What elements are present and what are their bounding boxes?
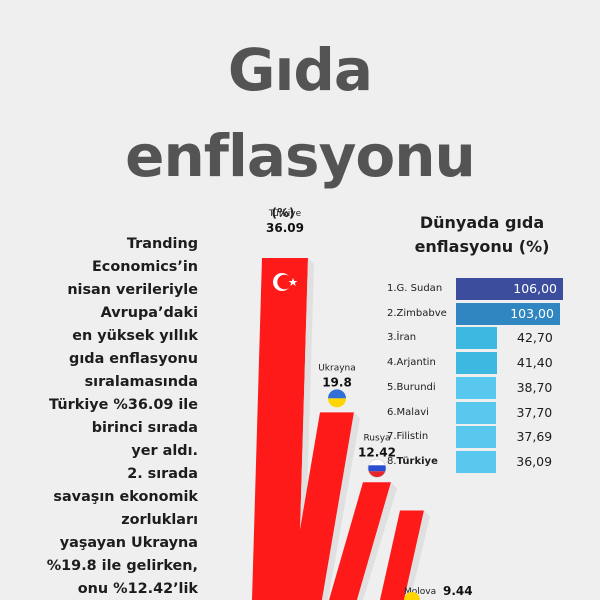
ranking-bar: 41,40 xyxy=(456,352,553,375)
paragraph-line: Türkiye %36.09 ile xyxy=(48,397,198,413)
ranking-bar: 38,70 xyxy=(456,376,552,399)
country-value-label: 19.8 xyxy=(322,375,352,389)
ranking-row: 6.Malavi 37,70 xyxy=(383,401,583,424)
ranking-value: 38,70 xyxy=(516,379,553,395)
paragraph-line: sıralamasında xyxy=(84,374,198,390)
chart-unit-label: (%) xyxy=(271,206,295,220)
paragraph-line: onu %12.42’lik xyxy=(77,581,198,597)
ranking-title-line-2: enflasyonu (%) xyxy=(414,237,550,256)
ranking-number: 1. xyxy=(387,283,397,294)
paragraph-line: gıda enflasyonu xyxy=(69,351,198,367)
ranking-row: 2.Zimbabve 103,00 xyxy=(383,302,583,325)
ranking-number: 4. xyxy=(387,357,397,369)
ranking-label: 5.Burundi xyxy=(387,377,459,399)
ranking-bar: 36,09 xyxy=(456,450,552,473)
paragraph-line: birinci sırada xyxy=(91,420,198,436)
ranking-bar: 106,00 xyxy=(456,278,563,300)
ranking-value: 37,69 xyxy=(516,429,553,445)
country-value-label: 9.44 xyxy=(443,584,473,598)
ranking-number: 6. xyxy=(387,406,397,418)
page-title-line-2: enflasyonu xyxy=(125,122,476,190)
ranking-value: 103,00 xyxy=(510,305,554,321)
ranking-label: 1.G. Sudan xyxy=(387,278,459,300)
ranking-label: 6.Malavi xyxy=(387,402,459,424)
ranking-value: 37,70 xyxy=(516,404,553,420)
paragraph-line: en yüksek yıllık xyxy=(72,328,198,344)
ranking-country-name: Türkiye xyxy=(396,455,438,467)
bar-group-ukrayna: Ukrayna 19.8 xyxy=(288,363,360,600)
paragraph-line: 2. sırada xyxy=(127,466,198,482)
ranking-label: 2.Zimbabve xyxy=(387,303,459,325)
bar-shadow xyxy=(404,510,430,600)
bar-group-rusya: Rusya 12.42 xyxy=(329,433,397,600)
ranking-bar: 37,70 xyxy=(456,401,552,424)
moldova-flag-icon xyxy=(404,592,420,600)
bar-türkiye xyxy=(252,258,308,600)
ranking-row: 7.Filistin 37,69 xyxy=(383,426,583,449)
ranking-row: 8.Türkiye 36,09 xyxy=(383,450,583,473)
paragraph-line: savaşın ekonomik xyxy=(53,489,198,505)
ranking-row: 1.G. Sudan 106,00 xyxy=(383,278,583,300)
ranking-bar: 103,00 xyxy=(456,302,560,325)
russia-flag-icon xyxy=(367,459,387,478)
ranking-value: 42,70 xyxy=(517,330,553,346)
ranking-number: 3. xyxy=(387,332,397,344)
bar-group-türkiye: Türkiye 36.09 xyxy=(252,209,314,600)
description-paragraph: Tranding Economics’in nisan verileriyle Avr… xyxy=(20,233,198,600)
ranking-value: 36,09 xyxy=(516,453,553,469)
page-title-line-1: Gıda xyxy=(227,36,373,104)
bar-ukrayna xyxy=(288,412,354,600)
bar-rusya xyxy=(329,482,391,600)
ranking-country-name: Arjantin xyxy=(396,357,436,369)
paragraph-line: yaşayan Ukrayna xyxy=(59,535,198,551)
paragraph-line: Economics’in xyxy=(91,259,198,275)
ranking-value: 106,00 xyxy=(513,281,557,296)
ranking-country-name: Malavi xyxy=(396,406,429,418)
ranking-number: 8. xyxy=(387,455,397,467)
ranking-row: 4.Arjantin 41,40 xyxy=(383,352,583,375)
ranking-row: 3.İran 42,70 xyxy=(383,327,583,350)
country-name-label: Türkiye xyxy=(268,209,302,219)
country-value-label: 12.42 xyxy=(358,445,396,459)
ranking-country-name: G. Sudan xyxy=(396,283,443,294)
ranking-row: 5.Burundi 38,70 xyxy=(383,376,583,399)
ranking-bar: 42,70 xyxy=(456,327,553,350)
country-name-label: Rusya xyxy=(363,433,390,443)
ranking-bar: 37,69 xyxy=(456,426,552,449)
paragraph-line: Tranding xyxy=(126,236,198,252)
paragraph-line: Avrupa’daki xyxy=(100,305,198,321)
bar-shadow xyxy=(322,412,360,600)
ranking-label: 3.İran xyxy=(387,327,459,349)
bar-group-molova: Molova 9.44 xyxy=(380,510,473,600)
ranking-country-name: Zimbabve xyxy=(396,307,447,319)
ranking-number: 5. xyxy=(387,381,397,393)
paragraph-line: yer aldı. xyxy=(131,443,198,459)
ranking-country-name: İran xyxy=(396,332,417,344)
bar-shadow xyxy=(357,482,397,600)
country-name-label: Molova xyxy=(404,587,436,597)
ranking-title: Dünyada gıda enflasyonu (%) xyxy=(372,211,592,259)
paragraph-line: zorlukları xyxy=(121,512,198,528)
ranking-country-name: Burundi xyxy=(396,381,436,393)
ranking-number: 2. xyxy=(387,307,397,319)
ranking-label: 7.Filistin xyxy=(387,426,459,448)
country-name-label: Ukrayna xyxy=(318,363,356,373)
ranking-number: 7. xyxy=(387,431,397,443)
ranking-label: 4.Arjantin xyxy=(387,352,459,374)
paragraph-line: %19.8 ile gelirken, xyxy=(46,558,198,574)
ranking-country-name: Filistin xyxy=(396,431,429,443)
bar-molova xyxy=(380,510,424,600)
country-value-label: 36.09 xyxy=(266,221,304,235)
turkey-flag-icon xyxy=(273,273,298,291)
ukraine-flag-icon xyxy=(328,389,346,408)
ranking-title-line-1: Dünyada gıda xyxy=(419,213,545,232)
paragraph-line: nisan verileriyle xyxy=(67,282,198,298)
ranking-value: 41,40 xyxy=(516,355,553,371)
bar-shadow xyxy=(298,258,314,600)
ranking-label: 8.Türkiye xyxy=(387,451,459,473)
